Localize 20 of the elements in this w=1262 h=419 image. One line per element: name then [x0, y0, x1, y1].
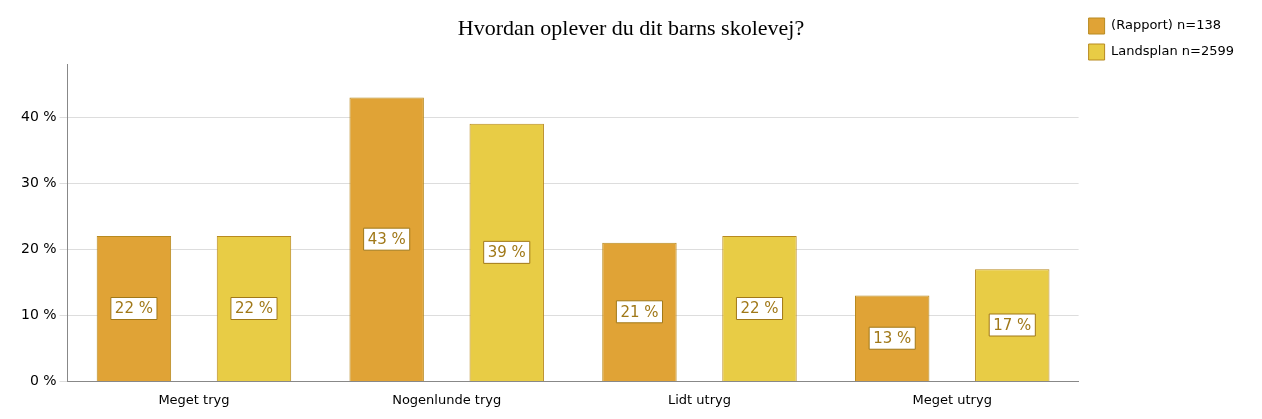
- y-tick-label: 30 %: [20, 173, 57, 190]
- chart-title: Hvordan oplever du dit barns skolevej?: [457, 14, 805, 40]
- legend-label: (Rapport) n=138: [1111, 17, 1221, 33]
- data-label: 22 %: [234, 299, 274, 318]
- y-tick-label: 10 %: [20, 306, 57, 322]
- x-tick-label: Nogenlunde tryg: [392, 391, 502, 407]
- x-tick-label: Lidt utryg: [667, 391, 731, 407]
- data-label: 43 %: [367, 230, 406, 249]
- data-label: 17 %: [993, 315, 1032, 334]
- data-label: 39 %: [487, 243, 526, 262]
- data-label: 22 %: [114, 299, 153, 318]
- y-tick-label: 0 %: [29, 372, 57, 389]
- y-tick-label: 20 %: [20, 239, 57, 256]
- x-tick-label: Meget tryg: [158, 391, 230, 407]
- legend-label: Landsplan n=2599: [1111, 43, 1234, 59]
- y-tick-label: 40 %: [20, 107, 57, 124]
- data-label: 13 %: [873, 329, 912, 348]
- data-label: 22 %: [740, 299, 779, 318]
- data-label: 21 %: [620, 302, 659, 321]
- x-tick-label: Meget utryg: [912, 391, 992, 407]
